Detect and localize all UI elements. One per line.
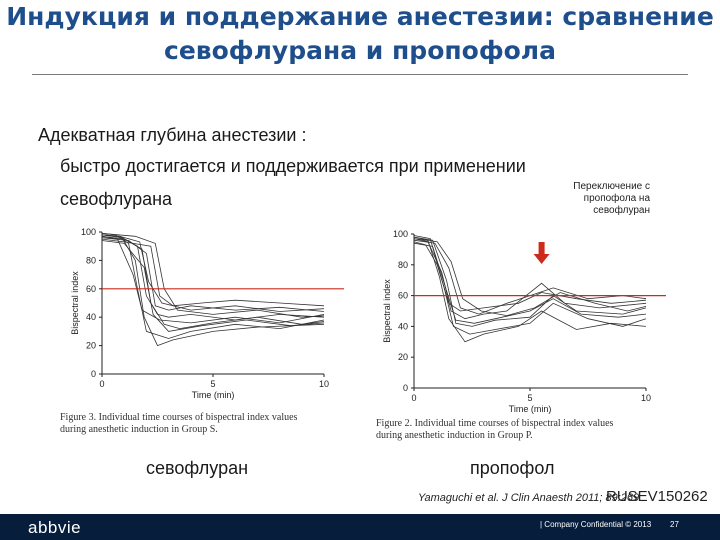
x-tick-label: 10 [319,379,329,389]
series-line [101,238,325,307]
x-tick-label: 5 [210,379,215,389]
page-number: 27 [670,520,679,529]
y-tick-label: 20 [86,341,96,351]
series-line [101,234,325,312]
y-axis-label: Bispectral index [382,279,392,343]
bullet-subtext-line-1: быстро достигается и поддерживается при … [60,156,526,176]
x-axis-label: Time (min) [192,390,235,400]
series-line [101,237,325,312]
series-line [413,238,647,317]
chart-propofol: 0 20 40 60 80 100 0 5 10 Time (min) Bispectral ind… [382,229,666,414]
series-line [413,236,647,327]
caption-left: Figure 3. Individual time courses of bis… [60,412,360,436]
confidential-notice: | Company Confidential © 2013 [540,520,652,529]
x-tick-label: 10 [641,393,651,403]
y-tick-label: 0 [91,369,96,379]
bullet-heading: Адекватная глубина анестезии : [38,125,307,145]
series-line [413,236,647,343]
x-tick-label: 0 [411,393,416,403]
y-tick-label: 60 [86,284,96,294]
caption-right-line-2: during anesthetic induction in Group P. [376,430,533,441]
switch-arrow-shaft [538,242,545,254]
label-propofol: пропофол [470,458,555,478]
y-tick-label: 80 [398,260,408,270]
y-tick-label: 80 [86,255,96,265]
y-tick-label: 0 [403,383,408,393]
chart-sevoflurane: 0 20 40 60 80 100 0 5 10 Time (min) Bispectral ind… [70,227,344,400]
y-tick-label: 40 [86,312,96,322]
series-line [101,240,325,332]
y-tick-label: 40 [398,321,408,331]
title-line-1: Индукция и поддержание анестезии: сравне… [6,2,714,31]
switch-annotation: Переключение с пропофола на севофлуран [573,181,650,216]
document-code: RUSEV150262 [606,488,708,505]
y-tick-label: 60 [398,291,408,301]
series-line [413,239,647,315]
series-line [101,234,325,347]
series-line [101,233,325,318]
footer-bar [0,514,720,540]
y-tick-label: 100 [81,227,96,237]
series-line [413,235,647,335]
y-axis-label: Bispectral index [70,271,80,335]
title-line-2: севофлурана и пропофола [164,36,556,65]
slide-title: Индукция и поддержание анестезии: сравне… [0,0,720,68]
y-tick-label: 100 [393,229,408,239]
series-line [101,233,325,339]
switch-arrow-head [533,254,550,264]
label-sevoflurane: севофлуран [146,458,249,478]
caption-right: Figure 2. Individual time courses of bis… [376,418,676,442]
title-divider [32,74,688,75]
series-line [413,242,647,324]
caption-left-line-1: Figure 3. Individual time courses of bis… [60,412,298,423]
caption-left-line-2: during anesthetic induction in Group S. [60,424,218,435]
bullet-subtext-line-2: севофлурана [60,189,173,209]
abbvie-logo: abbvie [28,518,82,537]
x-tick-label: 5 [527,393,532,403]
caption-right-line-1: Figure 2. Individual time courses of bis… [376,418,614,429]
x-axis-label: Time (min) [509,404,552,414]
citation: Yamaguchi et al. J Clin Anaesth 2011; 89… [418,492,640,504]
series-line [101,235,325,324]
y-tick-label: 20 [398,352,408,362]
x-tick-label: 0 [99,379,104,389]
